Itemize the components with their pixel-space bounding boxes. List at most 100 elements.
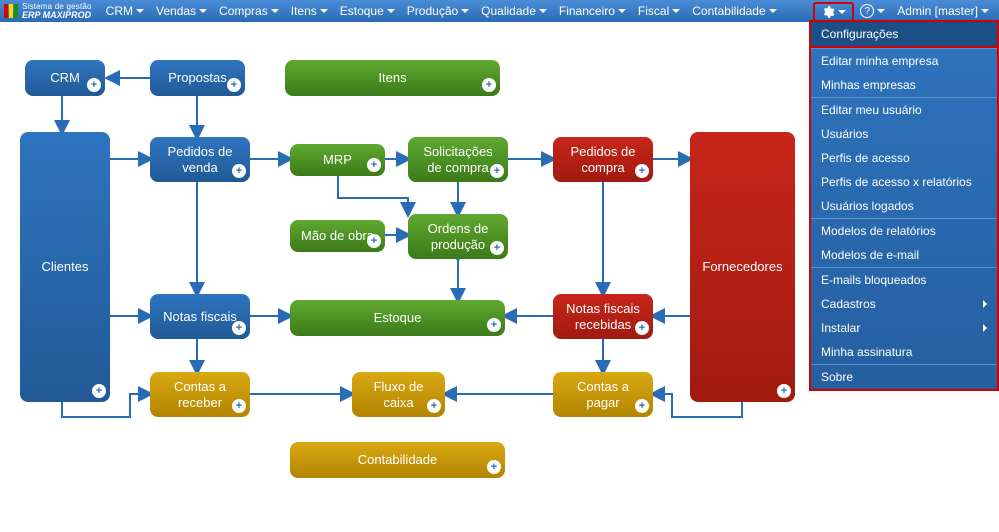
help-button[interactable]: ?: [854, 0, 891, 22]
menu-item-financeiro[interactable]: Financeiro: [553, 0, 632, 22]
menu-item-fiscal[interactable]: Fiscal: [632, 0, 686, 22]
dropdown-item[interactable]: Perfis de acesso x relatórios: [811, 170, 997, 194]
settings-gear-button[interactable]: [813, 2, 854, 22]
dropdown-item-label: Perfis de acesso x relatórios: [821, 175, 972, 189]
add-icon[interactable]: +: [427, 399, 441, 413]
node-fornecedores[interactable]: Fornecedores+: [690, 132, 795, 402]
chevron-down-icon: [539, 9, 547, 13]
menu-item-label: Itens: [291, 4, 317, 18]
dropdown-item-label: Perfis de acesso: [821, 151, 910, 165]
add-icon[interactable]: +: [635, 321, 649, 335]
add-icon[interactable]: +: [92, 384, 106, 398]
menu-item-label: Produção: [407, 4, 458, 18]
add-icon[interactable]: +: [490, 241, 504, 255]
node-pedidos_compra[interactable]: Pedidos de compra+: [553, 137, 653, 182]
node-label: CRM: [50, 70, 80, 86]
add-icon[interactable]: +: [635, 399, 649, 413]
node-label: Clientes: [42, 259, 89, 275]
node-label: Pedidos de venda: [160, 144, 240, 175]
menu-item-label: Fiscal: [638, 4, 669, 18]
gear-icon: [821, 5, 835, 19]
admin-menu-button[interactable]: Admin [master]: [891, 0, 995, 22]
add-icon[interactable]: +: [777, 384, 791, 398]
node-solic_compra[interactable]: Solicitações de compra+: [408, 137, 508, 182]
dropdown-item-label: Minha assinatura: [821, 345, 912, 359]
node-notas_fiscais[interactable]: Notas fiscais+: [150, 294, 250, 339]
menu-item-contabilidade[interactable]: Contabilidade: [686, 0, 782, 22]
chevron-down-icon: [136, 9, 144, 13]
dropdown-item[interactable]: Minhas empresas: [811, 73, 997, 97]
menu-item-vendas[interactable]: Vendas: [150, 0, 213, 22]
dropdown-item-label: Modelos de relatórios: [821, 224, 936, 238]
menu-item-produção[interactable]: Produção: [401, 0, 475, 22]
dropdown-item[interactable]: E-mails bloqueados: [811, 268, 997, 292]
node-label: Fluxo de caixa: [362, 379, 435, 410]
node-propostas[interactable]: Propostas+: [150, 60, 245, 96]
node-label: Ordens de produção: [418, 221, 498, 252]
node-contabilidade[interactable]: Contabilidade+: [290, 442, 505, 478]
menu-item-qualidade[interactable]: Qualidade: [475, 0, 553, 22]
menu-item-label: Financeiro: [559, 4, 615, 18]
add-icon[interactable]: +: [490, 164, 504, 178]
dropdown-item[interactable]: Modelos de relatórios: [811, 219, 997, 243]
main-menu: CRMVendasCompras Itens Estoque Produção Qual…: [100, 0, 783, 22]
node-fluxo_caixa[interactable]: Fluxo de caixa+: [352, 372, 445, 417]
node-contas_receber[interactable]: Contas a receber+: [150, 372, 250, 417]
node-label: Contas a pagar: [563, 379, 643, 410]
node-label: Solicitações de compra: [418, 144, 498, 175]
menu-item-compras[interactable]: Compras: [213, 0, 285, 22]
dropdown-item[interactable]: Configurações: [809, 20, 999, 48]
dropdown-item[interactable]: Usuários: [811, 122, 997, 146]
dropdown-item[interactable]: Minha assinatura: [811, 340, 997, 364]
add-icon[interactable]: +: [367, 158, 381, 172]
node-pedidos_venda[interactable]: Pedidos de venda+: [150, 137, 250, 182]
dropdown-item[interactable]: Editar minha empresa: [811, 49, 997, 73]
dropdown-item-label: Sobre: [821, 370, 853, 384]
dropdown-item-label: Minhas empresas: [821, 78, 916, 92]
node-estoque[interactable]: Estoque+: [290, 300, 505, 336]
top-menubar: Sistema de gestão ERP MAXIPROD CRMVendas…: [0, 0, 999, 22]
add-icon[interactable]: +: [367, 234, 381, 248]
add-icon[interactable]: +: [227, 78, 241, 92]
chevron-down-icon: [618, 9, 626, 13]
add-icon[interactable]: +: [232, 321, 246, 335]
dropdown-item-label: Editar meu usuário: [821, 103, 922, 117]
chevron-down-icon: [877, 9, 885, 13]
chevron-right-icon: [983, 324, 987, 332]
dropdown-item[interactable]: Editar meu usuário: [811, 98, 997, 122]
dropdown-item[interactable]: Instalar: [811, 316, 997, 340]
add-icon[interactable]: +: [487, 460, 501, 474]
node-clientes[interactable]: Clientes +: [20, 132, 110, 402]
logo-bars-icon: [4, 4, 18, 18]
chevron-down-icon: [199, 9, 207, 13]
node-crm[interactable]: CRM +: [25, 60, 105, 96]
add-icon[interactable]: +: [232, 164, 246, 178]
node-label: Contas a receber: [160, 379, 240, 410]
add-icon[interactable]: +: [482, 78, 496, 92]
node-label: Notas fiscais recebidas: [563, 301, 643, 332]
add-icon[interactable]: +: [487, 318, 501, 332]
menu-item-estoque[interactable]: Estoque: [334, 0, 401, 22]
dropdown-item[interactable]: Sobre: [811, 365, 997, 389]
dropdown-item[interactable]: Usuários logados: [811, 194, 997, 218]
settings-dropdown: ConfiguraçõesEditar minha empresa Minhas …: [809, 22, 999, 391]
chevron-down-icon: [461, 9, 469, 13]
menu-item-crm[interactable]: CRM: [100, 0, 150, 22]
node-contas_pagar[interactable]: Contas a pagar+: [553, 372, 653, 417]
dropdown-item[interactable]: Perfis de acesso: [811, 146, 997, 170]
node-itens[interactable]: Itens+: [285, 60, 500, 96]
dropdown-item-label: Usuários logados: [821, 199, 914, 213]
menu-item-itens[interactable]: Itens: [285, 0, 334, 22]
node-ordens_prod[interactable]: Ordens de produção+: [408, 214, 508, 259]
dropdown-item[interactable]: Modelos de e-mail: [811, 243, 997, 267]
dropdown-item-label: Modelos de e-mail: [821, 248, 919, 262]
add-icon[interactable]: +: [232, 399, 246, 413]
node-nf_recebidas[interactable]: Notas fiscais recebidas+: [553, 294, 653, 339]
add-icon[interactable]: +: [635, 164, 649, 178]
chevron-down-icon: [271, 9, 279, 13]
dropdown-item[interactable]: Cadastros: [811, 292, 997, 316]
node-mrp[interactable]: MRP+: [290, 144, 385, 176]
node-mao_obra[interactable]: Mão de obra+: [290, 220, 385, 252]
dropdown-item-label: Instalar: [821, 321, 860, 335]
add-icon[interactable]: +: [87, 78, 101, 92]
